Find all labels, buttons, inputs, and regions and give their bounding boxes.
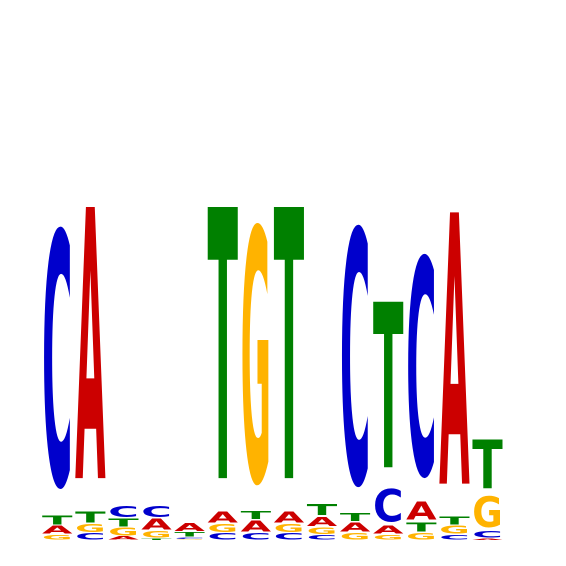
logo-letter-g-pos2: G	[75, 523, 105, 535]
logo-letter-c-pos10: C	[340, 162, 370, 565]
logo-letter-a-pos3: A	[108, 536, 139, 541]
logo-letter-g-pos10: G	[340, 532, 370, 542]
logo-letter-c-pos3: C	[108, 504, 138, 521]
logo-letter-t-pos3: T	[108, 517, 139, 529]
logo-letter-c-pos6: C	[208, 532, 238, 542]
logo-letter-c-pos1: C	[42, 164, 72, 566]
logo-letter-a-pos6: A	[208, 509, 238, 526]
logo-letter-g-pos5: G	[174, 539, 204, 540]
logo-letter-g-pos4: G	[141, 530, 171, 540]
logo-letter-c-pos13: C	[439, 534, 469, 541]
logo-letter-a-pos5: A	[174, 521, 205, 533]
logo-letter-g-pos14: G	[472, 489, 502, 538]
logo-letter-g-pos9: G	[307, 526, 337, 536]
logo-letter-c-pos8: C	[274, 532, 304, 542]
logo-letter-t-pos14: T	[472, 427, 503, 505]
logo-letter-g-pos8: G	[274, 523, 304, 535]
logo-letter-g-pos11: G	[373, 534, 403, 541]
logo-letter-t-pos13: T	[439, 515, 470, 527]
logo-letter-t-pos6: T	[208, 134, 239, 566]
logo-letter-a-pos4: A	[141, 516, 171, 533]
logo-letter-a-pos12: A	[406, 496, 437, 526]
logo-letter-a-pos13: A	[439, 139, 470, 566]
logo-letter-g-pos3: G	[108, 526, 138, 538]
logo-letter-t-pos11: T	[373, 256, 403, 521]
logo-letter-c-pos5: C	[174, 537, 204, 539]
logo-letter-c-pos4: C	[141, 504, 171, 521]
logo-letter-c-pos7: C	[241, 532, 271, 542]
logo-letter-a-pos9: A	[307, 515, 338, 530]
logo-letter-g-pos7: G	[241, 160, 271, 564]
logo-letter-t-pos1: T	[42, 513, 73, 528]
logo-letter-a-pos11: A	[373, 524, 404, 536]
logo-letter-g-pos12: G	[406, 532, 436, 542]
logo-letter-t-pos9: T	[307, 501, 338, 518]
logo-letter-t-pos2: T	[75, 509, 106, 526]
logo-letter-g-pos6: G	[208, 523, 238, 535]
logo-letter-t-pos7: T	[241, 509, 272, 521]
logo-letter-t-pos8: T	[274, 134, 305, 566]
logo-letter-g-pos1: G	[42, 534, 72, 541]
logo-letter-t-pos12: T	[406, 520, 437, 535]
logo-letter-g-pos13: G	[439, 524, 469, 536]
logo-letter-c-pos11: C	[373, 481, 404, 532]
logo-letter-a-pos7: A	[241, 518, 271, 535]
logo-letter-c-pos14: C	[472, 530, 502, 540]
logo-letter-c-pos12: C	[406, 199, 436, 544]
logo-letter-c-pos9: C	[307, 534, 337, 541]
logo-letter-a-pos8: A	[274, 509, 304, 526]
logo-letter-t-pos5: T	[174, 531, 205, 539]
logo-letter-a-pos10: A	[340, 520, 371, 535]
logo-letter-c-pos2: C	[75, 532, 105, 542]
logo-letter-a-pos2: A	[75, 134, 106, 566]
logo-letter-t-pos4: T	[141, 538, 172, 540]
logo-letter-a-pos14: A	[472, 538, 503, 540]
logo-letter-t-pos10: T	[340, 511, 371, 523]
logo-letter-a-pos1: A	[42, 524, 73, 536]
